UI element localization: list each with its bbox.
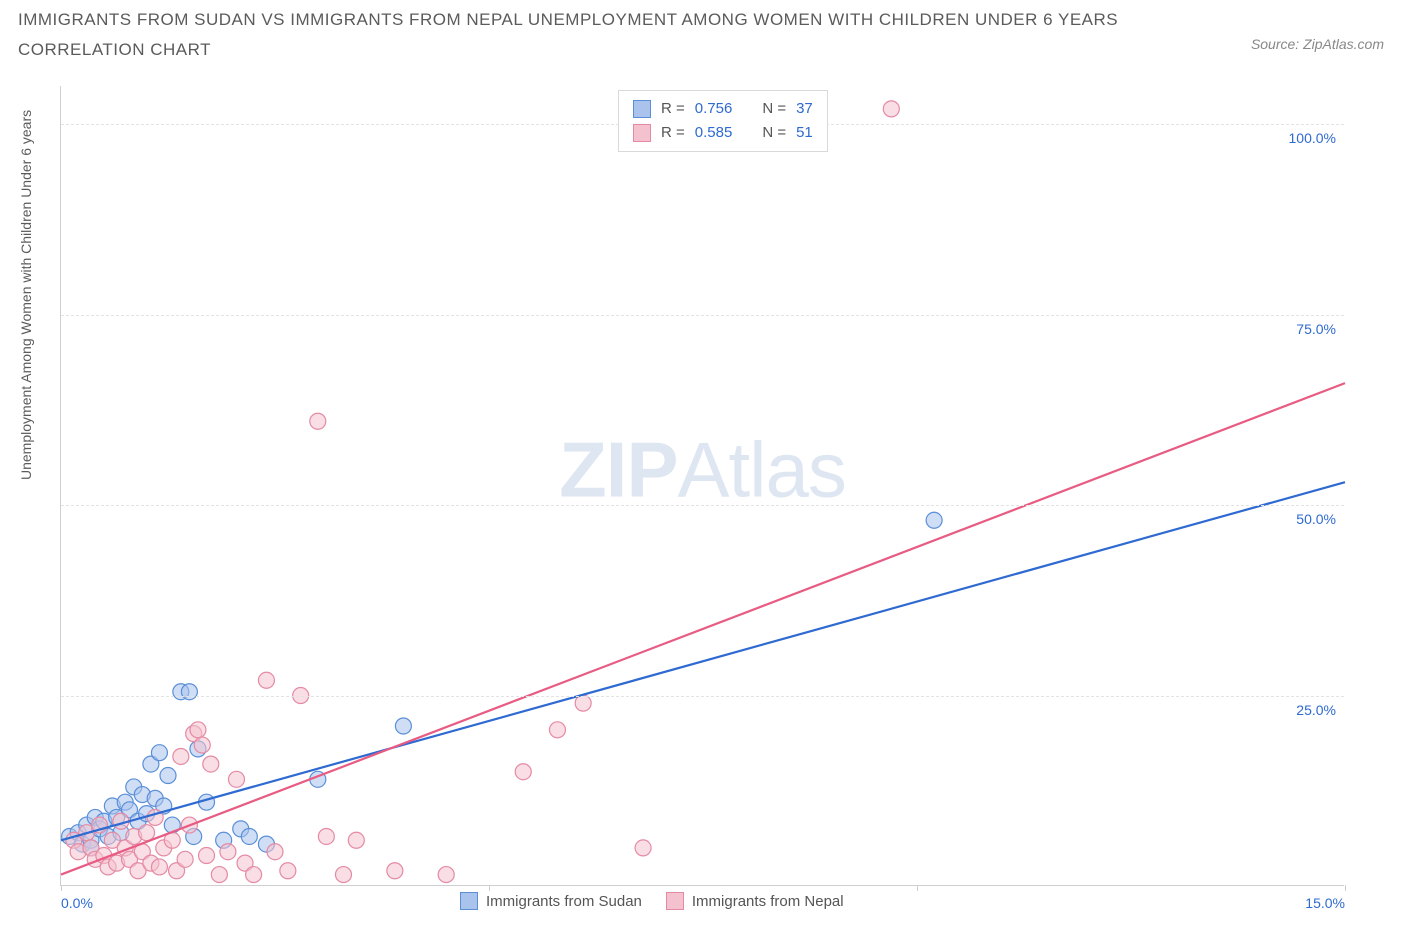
chart-title: IMMIGRANTS FROM SUDAN VS IMMIGRANTS FROM… bbox=[18, 10, 1388, 60]
regression-line bbox=[61, 482, 1345, 840]
data-point bbox=[318, 828, 334, 844]
data-point bbox=[267, 844, 283, 860]
regression-line bbox=[61, 383, 1345, 874]
data-point bbox=[335, 867, 351, 883]
data-point bbox=[228, 771, 244, 787]
title-line-2: CORRELATION CHART bbox=[18, 40, 1388, 60]
legend: Immigrants from Sudan Immigrants from Nep… bbox=[460, 892, 844, 910]
x-tick-label: 0.0% bbox=[61, 895, 93, 911]
legend-item: Immigrants from Sudan bbox=[460, 892, 642, 910]
series-swatch bbox=[633, 124, 651, 142]
data-point bbox=[173, 748, 189, 764]
scatter-svg bbox=[61, 86, 1344, 885]
legend-label: Immigrants from Sudan bbox=[486, 893, 642, 910]
data-point bbox=[280, 863, 296, 879]
data-point bbox=[387, 863, 403, 879]
legend-label: Immigrants from Nepal bbox=[692, 893, 844, 910]
data-point bbox=[177, 851, 193, 867]
y-tick-label: 25.0% bbox=[1296, 702, 1336, 718]
data-point bbox=[220, 844, 236, 860]
data-point bbox=[549, 722, 565, 738]
data-point bbox=[151, 745, 167, 761]
y-tick-label: 100.0% bbox=[1289, 130, 1336, 146]
legend-swatch bbox=[460, 892, 478, 910]
data-point bbox=[190, 722, 206, 738]
data-point bbox=[160, 768, 176, 784]
data-point bbox=[438, 867, 454, 883]
series-swatch bbox=[633, 100, 651, 118]
data-point bbox=[241, 828, 257, 844]
data-point bbox=[151, 859, 167, 875]
data-point bbox=[575, 695, 591, 711]
stat-row: R =0.756N =37 bbox=[633, 97, 813, 121]
data-point bbox=[395, 718, 411, 734]
data-point bbox=[883, 101, 899, 117]
correlation-stats-box: R =0.756N =37R =0.585N =51 bbox=[618, 90, 828, 152]
data-point bbox=[246, 867, 262, 883]
data-point bbox=[310, 413, 326, 429]
title-line-1: IMMIGRANTS FROM SUDAN VS IMMIGRANTS FROM… bbox=[18, 10, 1388, 30]
y-tick-label: 75.0% bbox=[1296, 321, 1336, 337]
data-point bbox=[515, 764, 531, 780]
stat-row: R =0.585N =51 bbox=[633, 121, 813, 145]
y-tick-label: 50.0% bbox=[1296, 511, 1336, 527]
data-point bbox=[635, 840, 651, 856]
legend-swatch bbox=[666, 892, 684, 910]
y-axis-label: Unemployment Among Women with Children U… bbox=[18, 110, 34, 480]
data-point bbox=[181, 684, 197, 700]
legend-item: Immigrants from Nepal bbox=[666, 892, 844, 910]
data-point bbox=[211, 867, 227, 883]
data-point bbox=[348, 832, 364, 848]
chart-plot-area: ZIPAtlas 25.0%50.0%75.0%100.0%0.0%15.0%R… bbox=[60, 86, 1344, 886]
source-label: Source: ZipAtlas.com bbox=[1251, 36, 1384, 52]
data-point bbox=[139, 825, 155, 841]
data-point bbox=[258, 672, 274, 688]
x-tick-label: 15.0% bbox=[1305, 895, 1345, 911]
data-point bbox=[926, 512, 942, 528]
data-point bbox=[199, 848, 215, 864]
data-point bbox=[203, 756, 219, 772]
data-point bbox=[194, 737, 210, 753]
